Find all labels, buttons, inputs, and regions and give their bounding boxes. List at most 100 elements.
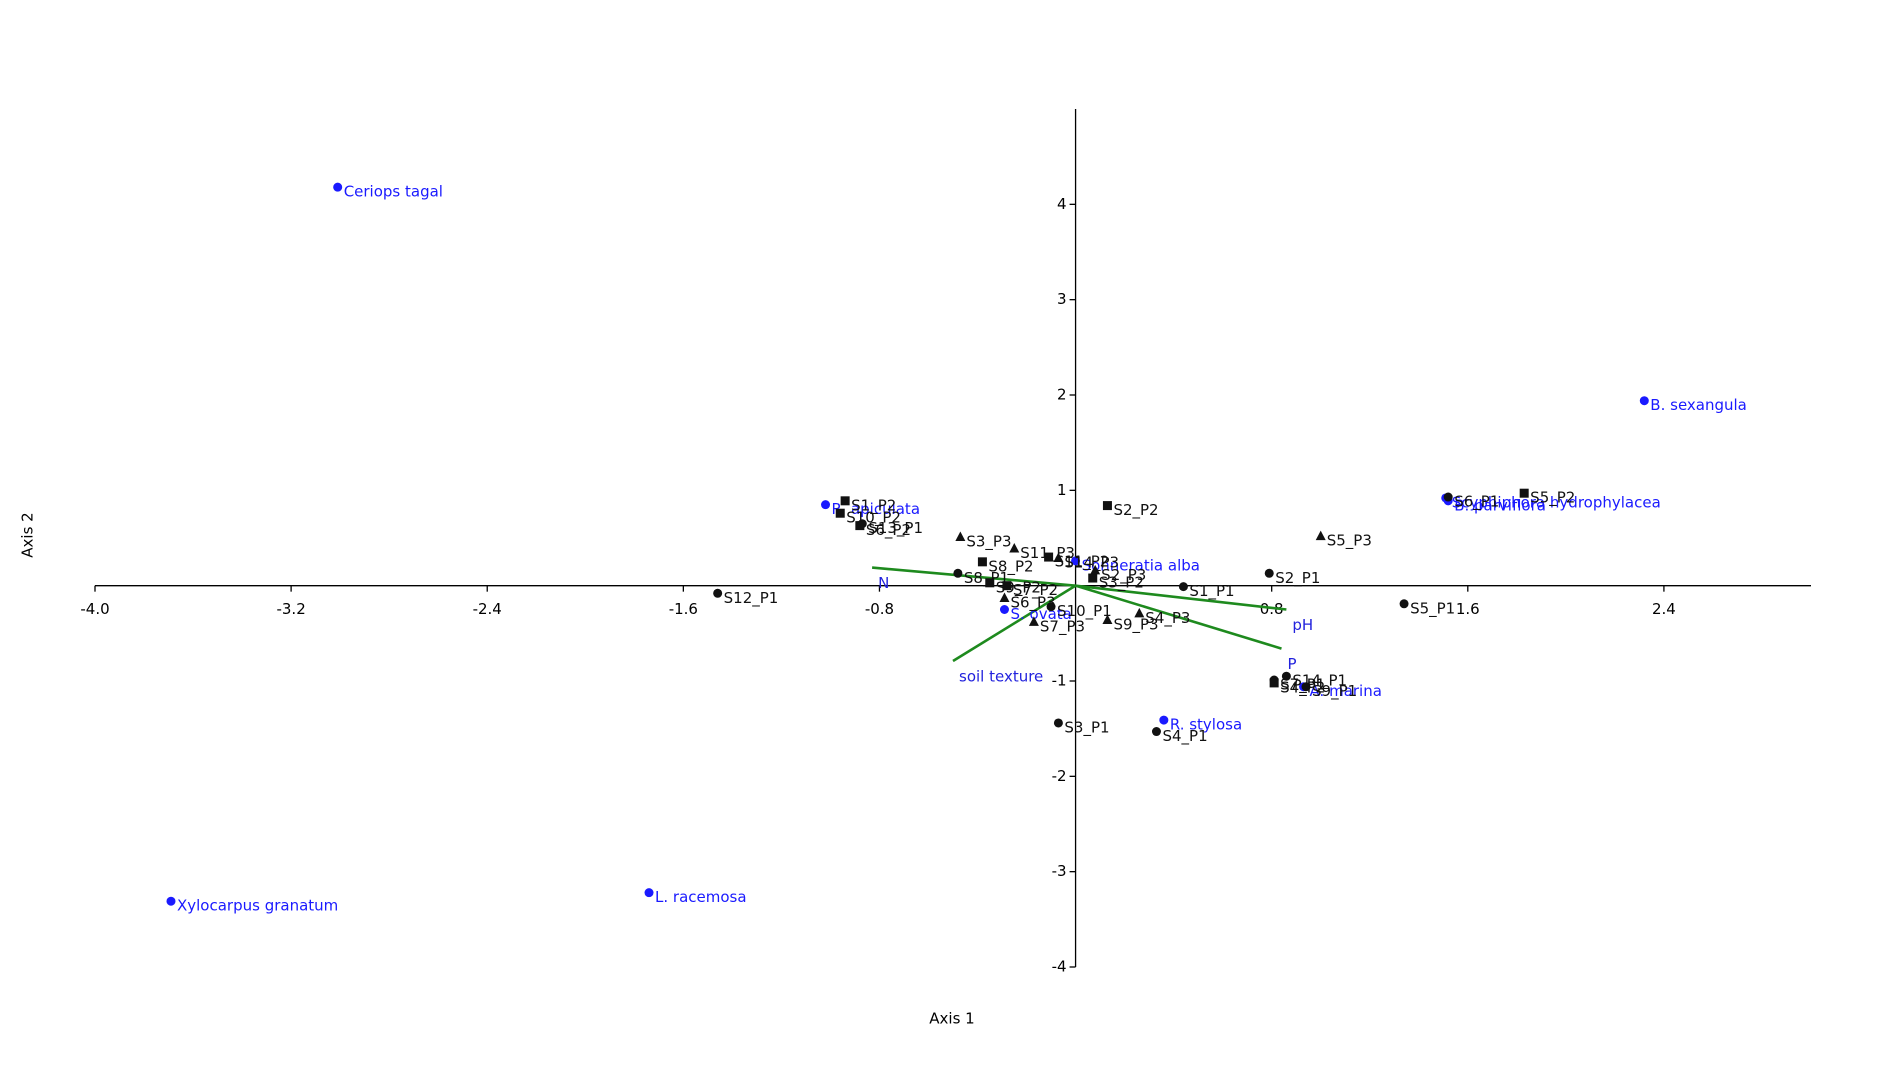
site-point bbox=[855, 521, 865, 531]
site-label: S4_P2 bbox=[1280, 678, 1325, 697]
site-label: S4_P1 bbox=[1162, 727, 1207, 746]
site-point bbox=[1264, 568, 1274, 578]
site-label: S5_P2 bbox=[1530, 489, 1575, 508]
site-label: S14_P3 bbox=[1064, 554, 1119, 573]
site-label: S6_P2 bbox=[866, 521, 911, 540]
y-axis-label: Axis 2 bbox=[19, 512, 37, 557]
site-label: S5_P3 bbox=[1327, 532, 1372, 551]
site-point bbox=[1269, 678, 1279, 688]
site-point bbox=[1151, 727, 1161, 737]
y-tick-label: -4 bbox=[1052, 958, 1067, 976]
site-label: S3_P1 bbox=[1064, 718, 1109, 737]
x-tick-label: -0.8 bbox=[865, 600, 894, 618]
x-tick-label: -3.2 bbox=[276, 600, 305, 618]
species-label: A. marina bbox=[1310, 682, 1382, 700]
site-label: S2_P3 bbox=[1101, 566, 1146, 585]
site-point bbox=[1053, 552, 1064, 563]
x-axis-label: Axis 1 bbox=[929, 1010, 974, 1028]
x-tick-label: -4.0 bbox=[80, 600, 109, 618]
y-tick-label: -3 bbox=[1052, 862, 1067, 880]
site-label: S6_P3 bbox=[1010, 594, 1055, 613]
species-label: B. sexangula bbox=[1650, 396, 1747, 414]
site-point bbox=[1519, 488, 1529, 498]
site-point bbox=[835, 508, 845, 518]
site-label: S2_P1 bbox=[1275, 569, 1320, 588]
species-point bbox=[1159, 715, 1169, 725]
y-tick-label: 4 bbox=[1057, 195, 1067, 213]
site-point bbox=[1053, 718, 1063, 728]
site-label: S10_P1 bbox=[1057, 602, 1112, 621]
site-point bbox=[1002, 581, 1012, 591]
species-point bbox=[999, 605, 1009, 614]
site-point bbox=[1301, 682, 1311, 692]
site-point bbox=[1178, 582, 1188, 592]
vector-label: N bbox=[878, 574, 889, 592]
vector-label: soil texture bbox=[959, 667, 1043, 685]
species-label: R. apiculata bbox=[832, 500, 921, 518]
vector-label: P bbox=[1287, 655, 1296, 673]
site-point bbox=[1028, 616, 1039, 626]
site-label: S3_P2 bbox=[1099, 574, 1144, 593]
y-tick-label: -1 bbox=[1052, 672, 1067, 690]
site-label: S4_P3 bbox=[1145, 609, 1190, 628]
y-tick-label: 1 bbox=[1057, 481, 1067, 499]
y-tick-label: 3 bbox=[1057, 290, 1067, 308]
site-label: S9_P3 bbox=[1113, 615, 1158, 634]
site-point bbox=[713, 588, 723, 598]
site-point bbox=[1443, 492, 1453, 502]
site-point bbox=[1088, 573, 1098, 583]
y-tick-label: -2 bbox=[1052, 767, 1067, 785]
site-point bbox=[999, 592, 1010, 603]
species-label: L. racemosa bbox=[655, 888, 747, 906]
site-label: S5_P1 bbox=[1410, 599, 1455, 618]
x-tick-label: 1.6 bbox=[1456, 600, 1480, 618]
site-point bbox=[977, 557, 987, 567]
site-point bbox=[955, 531, 966, 542]
site-point bbox=[1090, 564, 1101, 575]
env-vector bbox=[871, 566, 1076, 587]
species-label: B. parviflora bbox=[1454, 496, 1546, 514]
site-label: S6_P1 bbox=[1454, 493, 1499, 512]
species-point bbox=[166, 896, 176, 906]
y-tick-label: 2 bbox=[1057, 386, 1067, 404]
site-point bbox=[1044, 552, 1054, 562]
x-tick-label: -1.6 bbox=[669, 600, 698, 618]
site-point bbox=[985, 578, 995, 588]
env-vector bbox=[952, 584, 1077, 663]
env-vector bbox=[1075, 584, 1287, 611]
species-point bbox=[644, 888, 654, 898]
site-label: S12_P1 bbox=[724, 589, 779, 608]
species-label: Scyphiphora hydrophylacea bbox=[1452, 493, 1661, 511]
species-point bbox=[1071, 556, 1081, 566]
site-label: S7_P3 bbox=[1040, 617, 1085, 636]
species-label: R. stylosa bbox=[1170, 716, 1242, 734]
site-label: S8_P2 bbox=[988, 557, 1033, 576]
x-tick-label: 0.8 bbox=[1260, 600, 1284, 618]
vector-label: pH bbox=[1292, 616, 1313, 634]
site-point bbox=[1009, 542, 1020, 553]
species-label: Ceriops tagal bbox=[344, 183, 443, 201]
site-label: S2_P2 bbox=[1113, 501, 1158, 520]
site-label: S1_P2 bbox=[851, 496, 896, 515]
site-point bbox=[1134, 607, 1145, 618]
species-label: Sonneratia alba bbox=[1082, 556, 1200, 574]
species-point bbox=[333, 182, 343, 192]
species-label: S. ovata bbox=[1010, 605, 1071, 623]
env-vector bbox=[1075, 584, 1282, 650]
site-label: S13_P1 bbox=[868, 519, 923, 538]
site-point bbox=[1102, 501, 1112, 511]
x-tick-label: 2.4 bbox=[1652, 600, 1676, 618]
site-label: S1_P1 bbox=[1189, 582, 1234, 601]
site-label: S8_P1 bbox=[964, 569, 1009, 588]
species-point bbox=[1639, 396, 1649, 406]
site-point bbox=[840, 496, 850, 506]
site-point bbox=[1281, 671, 1291, 681]
site-point bbox=[1399, 599, 1409, 609]
species-label: Xylocarpus granatum bbox=[177, 897, 338, 915]
site-label: S3_P3 bbox=[966, 533, 1011, 552]
species-point bbox=[821, 500, 831, 510]
site-point bbox=[1046, 602, 1056, 612]
site-point bbox=[953, 568, 963, 578]
x-tick-label: -2.4 bbox=[473, 600, 502, 618]
